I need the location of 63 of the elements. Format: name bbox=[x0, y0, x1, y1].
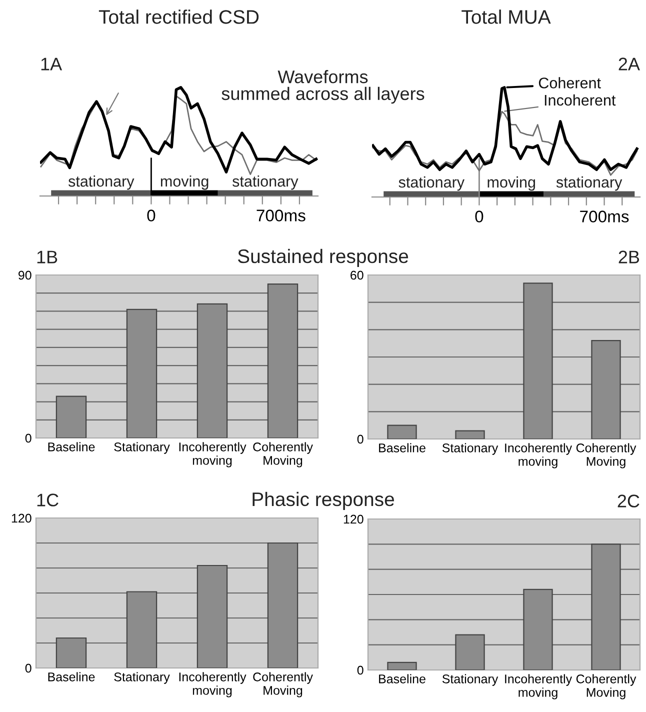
band-label: stationary bbox=[68, 175, 134, 190]
x-tick-label: Stationary bbox=[442, 443, 498, 455]
y-tick-label: 120 bbox=[12, 514, 32, 523]
chart-title: Phasic response bbox=[252, 492, 394, 510]
bar bbox=[455, 634, 485, 670]
x-tick-label: Baseline bbox=[48, 442, 95, 452]
x-tick-label: Stationary bbox=[114, 442, 170, 454]
x-tick-label: Incoherently moving bbox=[505, 674, 572, 700]
band-label: stationary bbox=[232, 175, 298, 190]
band-label: stationary bbox=[398, 176, 464, 191]
y-tick-label: 90 bbox=[18, 270, 32, 280]
x-tick-label: Coherently Moving bbox=[253, 672, 313, 698]
text: 1A bbox=[41, 58, 62, 70]
text: 2B bbox=[618, 250, 640, 264]
x-tick-label: Baseline bbox=[48, 672, 95, 682]
bar bbox=[267, 542, 298, 668]
bar bbox=[387, 662, 417, 670]
bar bbox=[126, 308, 158, 438]
y-tick-label: 0 bbox=[357, 434, 364, 444]
x-tick-label: 0 bbox=[475, 210, 484, 222]
bar bbox=[56, 637, 87, 668]
chart-title: Sustained response bbox=[238, 248, 408, 267]
x-tick-label: Coherently Moving bbox=[576, 443, 636, 468]
bar bbox=[196, 564, 228, 668]
x-tick-label: 0 bbox=[147, 210, 156, 222]
text: 2C bbox=[618, 494, 640, 508]
band-label: stationary bbox=[556, 176, 622, 191]
bar bbox=[387, 424, 417, 439]
bar bbox=[523, 588, 553, 670]
x-tick-label: 700ms bbox=[256, 210, 306, 222]
bar bbox=[56, 396, 87, 438]
x-tick-label: Coherently Moving bbox=[253, 442, 313, 468]
x-tick-label: Incoherently moving bbox=[179, 442, 246, 468]
legend-label: Incoherent bbox=[544, 94, 616, 106]
x-tick-label: Stationary bbox=[114, 672, 170, 684]
y-tick-label: 60 bbox=[350, 270, 364, 280]
bar bbox=[196, 303, 228, 438]
band-label: moving bbox=[488, 176, 535, 191]
y-tick-label: 0 bbox=[25, 434, 32, 443]
y-tick-label: 0 bbox=[25, 664, 32, 673]
chart-title: Total MUA bbox=[462, 10, 551, 24]
text: 1B bbox=[37, 250, 58, 264]
chart-title: Total rectified CSD bbox=[98, 10, 259, 24]
annotation: Waveforms summed across all layers bbox=[222, 70, 424, 104]
bar bbox=[591, 340, 621, 439]
bar bbox=[455, 430, 485, 439]
x-tick-label: Incoherently moving bbox=[505, 443, 572, 468]
legend-label: Coherent bbox=[538, 77, 601, 88]
bar bbox=[591, 544, 621, 670]
x-tick-label: Baseline bbox=[379, 674, 426, 684]
x-tick-label: 700ms bbox=[580, 210, 629, 222]
x-tick-label: Incoherently moving bbox=[179, 672, 246, 698]
text: 2A bbox=[618, 58, 640, 70]
bar bbox=[267, 284, 298, 438]
x-tick-label: Baseline bbox=[379, 443, 426, 452]
bar bbox=[126, 591, 158, 668]
y-tick-label: 0 bbox=[357, 666, 364, 675]
band-label: moving bbox=[160, 175, 208, 190]
x-tick-label: Stationary bbox=[442, 674, 498, 686]
x-tick-label: Coherently Moving bbox=[576, 674, 636, 700]
y-tick-label: 120 bbox=[344, 514, 364, 524]
bar bbox=[523, 282, 553, 439]
text: 1C bbox=[37, 494, 58, 506]
